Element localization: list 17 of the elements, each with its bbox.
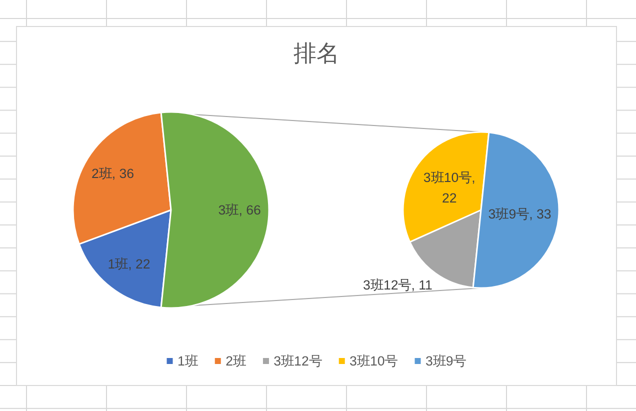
- legend-label: 2班: [226, 354, 246, 368]
- text: 排名: [294, 40, 340, 66]
- data-label: 3班10号, 22: [423, 169, 476, 205]
- legend-item: 1班: [166, 354, 198, 368]
- legend-item: 3班10号: [338, 354, 398, 368]
- data-label: 2班, 36: [91, 166, 134, 182]
- legend-item: 3班12号: [262, 354, 322, 368]
- data-label: 3班9号, 33: [488, 206, 552, 222]
- data-label: 3班12号, 11: [363, 278, 432, 292]
- legend-label: 3班12号: [274, 354, 322, 368]
- legend-label: 3班9号: [425, 354, 466, 368]
- data-label: 1班, 22: [108, 256, 150, 272]
- legend-item: 3班9号: [414, 354, 466, 368]
- legend-label: 3班10号: [350, 354, 398, 368]
- legend-label: 1班: [177, 354, 198, 368]
- legend-item: 2班: [214, 354, 246, 368]
- data-label: 3班, 66: [218, 202, 261, 218]
